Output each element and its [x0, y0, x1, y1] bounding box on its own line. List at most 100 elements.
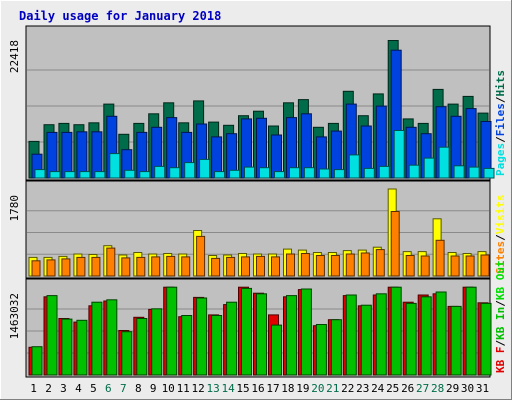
legend-files: Files [494, 103, 507, 136]
bar-pages-day-20 [318, 168, 330, 179]
bar-kbin-day-13 [211, 315, 223, 376]
bar-kbin-day-30 [465, 286, 477, 376]
series-pages [34, 130, 495, 179]
x-tick-label-4: 4 [75, 382, 82, 395]
panel-2: 1780 Sites/Visits [8, 180, 507, 279]
bar-pages-day-7 [124, 169, 136, 179]
bar-sites-day-31 [480, 254, 490, 277]
x-tick-label-30: 30 [461, 382, 474, 395]
x-tick-label-13: 13 [206, 382, 219, 395]
bar-sites-day-4 [76, 256, 86, 277]
bar-sites-day-8 [136, 256, 146, 277]
bar-pages-day-11 [184, 162, 196, 179]
bar-sites-day-28 [435, 239, 445, 277]
bar-kbin-day-4 [76, 319, 88, 376]
bar-pages-day-21 [333, 169, 345, 179]
bar-pages-day-10 [169, 167, 181, 179]
bar-kbin-day-1 [31, 346, 43, 376]
bar-pages-day-17 [274, 171, 285, 179]
series-sites [31, 211, 490, 277]
bar-kbin-day-10 [166, 286, 178, 376]
bar-sites-day-23 [360, 252, 370, 277]
x-tick-label-12: 12 [191, 382, 204, 395]
bar-sites-day-12 [196, 235, 206, 277]
bar-sites-day-18 [286, 253, 295, 277]
bar-pages-day-9 [154, 165, 166, 179]
x-tick-label-9: 9 [150, 382, 157, 395]
legend-kbout: KB Out [494, 260, 507, 300]
bar-kbin-day-20 [315, 324, 327, 376]
bar-sites-day-13 [211, 257, 221, 277]
legend: Pages/Files/Hits [494, 70, 507, 176]
bar-pages-day-25 [393, 130, 405, 179]
x-tick-label-21: 21 [326, 382, 339, 395]
bar-pages-day-24 [378, 165, 390, 179]
bar-pages-day-6 [109, 153, 121, 179]
bar-sites-day-30 [465, 255, 475, 277]
bar-kbin-day-27 [420, 296, 432, 376]
chart-title: Daily usage for January 2018 [19, 9, 221, 23]
bar-kbin-day-11 [181, 315, 193, 376]
x-tick-label-20: 20 [311, 382, 324, 395]
legend: KB F/KB In/KB Out [494, 260, 507, 373]
bar-kbin-day-26 [405, 302, 417, 376]
x-tick-label-5: 5 [90, 382, 97, 395]
bar-pages-day-5 [94, 171, 106, 179]
y-max-label: 1463032 [8, 293, 21, 339]
bar-kbin-day-2 [46, 295, 58, 376]
x-tick-label-11: 11 [177, 382, 190, 395]
x-tick-label-6: 6 [105, 382, 112, 395]
bar-pages-day-12 [199, 158, 211, 179]
bar-sites-day-1 [31, 260, 41, 277]
bar-pages-day-31 [483, 167, 495, 179]
series-files [31, 49, 492, 179]
x-axis: 1 2 3 4 5 6 7 8 9 10 11 12 13 14 15 16 17 18 19 20 21 22 23 24 2… [30, 382, 489, 395]
series-kbin [31, 286, 492, 376]
legend-kbf: KB F [494, 347, 507, 374]
x-tick-label-29: 29 [446, 382, 459, 395]
bar-pages-day-26 [408, 164, 420, 179]
bar-sites-day-22 [345, 253, 355, 277]
bar-sites-day-3 [61, 258, 71, 277]
bar-kbin-day-31 [480, 302, 492, 376]
bar-pages-day-2 [49, 171, 61, 179]
x-tick-label-14: 14 [221, 382, 235, 395]
bar-pages-day-18 [289, 167, 300, 179]
bar-sites-day-17 [271, 256, 280, 277]
bar-sites-day-14 [226, 256, 236, 277]
x-tick-label-24: 24 [371, 382, 385, 395]
x-tick-label-19: 19 [296, 382, 309, 395]
bar-kbin-day-18 [286, 295, 297, 376]
bar-kbin-day-8 [136, 318, 148, 376]
bar-kbin-day-9 [151, 308, 163, 376]
bar-sites-day-5 [91, 256, 101, 277]
bar-pages-day-8 [139, 171, 151, 179]
bar-pages-day-19 [303, 167, 315, 179]
x-tick-label-17: 17 [266, 382, 279, 395]
bar-pages-day-28 [438, 146, 450, 179]
bar-kbin-day-16 [256, 293, 267, 376]
x-tick-label-26: 26 [401, 382, 414, 395]
bar-pages-day-4 [79, 171, 91, 179]
bar-pages-day-3 [64, 171, 76, 179]
legend-separator: / [494, 300, 507, 307]
x-tick-label-3: 3 [60, 382, 67, 395]
bar-kbin-day-21 [330, 319, 342, 376]
x-tick-label-28: 28 [431, 382, 444, 395]
bar-pages-day-14 [229, 169, 241, 179]
bar-kbin-day-14 [226, 301, 238, 376]
bar-sites-day-16 [256, 255, 265, 277]
legend: Sites/Visits [494, 195, 507, 275]
bar-kbin-day-15 [241, 287, 252, 376]
bar-sites-day-15 [241, 256, 250, 277]
bar-pages-day-29 [453, 165, 465, 179]
bar-kbin-day-12 [196, 297, 208, 376]
bar-kbin-day-6 [106, 299, 118, 376]
bar-kbin-day-3 [61, 318, 73, 376]
x-tick-label-16: 16 [251, 382, 264, 395]
bar-kbin-day-25 [390, 286, 402, 376]
legend-kbin: KB In [494, 307, 507, 340]
